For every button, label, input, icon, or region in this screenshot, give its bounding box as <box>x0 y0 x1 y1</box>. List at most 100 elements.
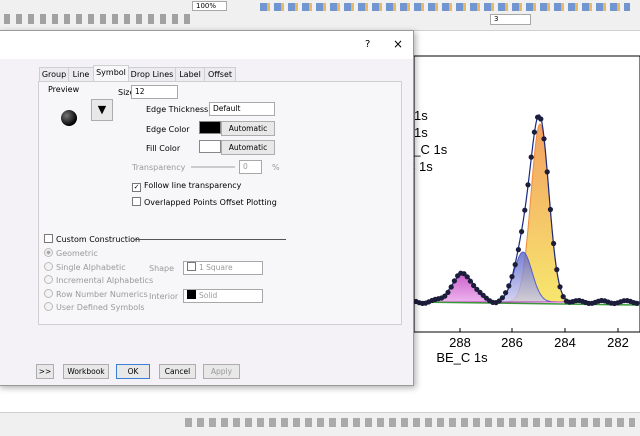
button-row: >> Workbook OK Cancel Apply <box>0 364 413 380</box>
dialog-button[interactable]: Workbook <box>63 364 109 379</box>
radio-option[interactable]: Geometric <box>44 248 98 258</box>
dialog-button[interactable]: Apply <box>203 364 240 379</box>
transparency-label: Transparency <box>132 163 186 172</box>
radio-label: Incremental Alphabetics <box>56 276 154 285</box>
data-point <box>528 154 534 160</box>
data-point <box>451 278 457 284</box>
fill-color-button[interactable]: Automatic <box>221 140 275 155</box>
tab[interactable]: Label <box>175 67 205 82</box>
data-point <box>461 271 467 277</box>
data-point <box>541 136 547 142</box>
data-point <box>634 300 640 306</box>
data-point <box>554 267 560 273</box>
edge-thickness-label: Edge Thickness <box>146 105 209 114</box>
x-tick-label: 284 <box>554 335 576 350</box>
data-point <box>464 274 470 280</box>
preview-label: Preview <box>48 85 80 94</box>
interior-value: Solid <box>199 291 218 300</box>
data-point <box>522 207 528 213</box>
transparency-box[interactable]: 0 <box>239 160 262 174</box>
radio-option[interactable]: Row Number Numerics <box>44 288 148 299</box>
data-point <box>509 274 515 280</box>
tab[interactable]: Group <box>39 67 69 82</box>
data-point <box>519 229 525 235</box>
radio <box>44 302 53 311</box>
data-point <box>471 282 477 289</box>
edge-color-label: Edge Color <box>146 125 190 134</box>
radio-label: Row Number Numerics <box>56 289 148 299</box>
dialog-button[interactable]: >> <box>36 364 54 379</box>
legend-entry: 1s <box>414 108 428 123</box>
dialog-button[interactable]: OK <box>116 364 150 379</box>
interior-combo[interactable]: Solid <box>183 289 263 303</box>
data-point <box>499 295 505 301</box>
symbol-preview <box>61 110 77 126</box>
custom-construction-checkbox[interactable]: Custom Construction <box>44 234 140 244</box>
title-bar: ? × <box>0 31 413 59</box>
size-label: Size <box>118 88 135 97</box>
radio <box>44 248 53 257</box>
legend-entry: 1s <box>414 125 428 140</box>
x-axis-label: BE_C 1s <box>436 350 488 365</box>
data-point <box>496 298 502 304</box>
data-point <box>467 278 473 284</box>
data-point <box>551 240 557 247</box>
data-point <box>547 206 554 213</box>
data-point <box>506 283 512 289</box>
tool-icons <box>260 3 630 11</box>
edge-thickness-combo[interactable]: Default <box>209 102 275 116</box>
x-tick-label: 288 <box>449 335 471 350</box>
follow-line-label: Follow line transparency <box>144 181 242 190</box>
shape-combo[interactable]: 1 Square <box>183 261 263 275</box>
transparency-slider[interactable] <box>191 166 235 168</box>
radio <box>44 261 53 271</box>
data-point <box>442 293 448 299</box>
tab[interactable]: Offset <box>204 67 236 82</box>
tab-strip: Group Line Symbol Drop Lines Label Offset <box>39 65 409 83</box>
x-tick-label: 286 <box>501 335 523 350</box>
radio <box>44 288 53 298</box>
fill-color-label: Fill Color <box>146 144 181 153</box>
shape-label: Shape <box>149 264 175 273</box>
dialog-button[interactable]: Cancel <box>159 364 196 379</box>
tab[interactable]: Line <box>68 67 94 82</box>
data-point <box>538 116 544 122</box>
custom-construction-label: Custom Construction <box>56 235 141 244</box>
size-combo[interactable]: 12 <box>131 85 178 99</box>
line-width-box[interactable]: 3 <box>490 14 531 25</box>
radio-label: User Defined Symbols <box>56 303 145 312</box>
plot-details-dialog: ? × Group Line Symbol Drop Lines Label Offset… <box>0 30 414 386</box>
edge-color-swatch[interactable] <box>199 121 221 134</box>
separator <box>134 239 286 240</box>
shape-value: 1 Square <box>199 263 233 272</box>
data-point <box>525 182 531 188</box>
data-point <box>445 289 451 295</box>
symbol-panel: Preview ▼ Size 12 Edge Thickness Default… <box>38 81 402 325</box>
fill-color-swatch[interactable] <box>199 140 221 153</box>
data-point <box>557 284 563 290</box>
top-toolbar: 100% 3 <box>0 0 640 31</box>
overlapped-label: Overlapped Points Offset Plotting <box>144 198 277 207</box>
tab[interactable]: Drop Lines <box>128 67 176 82</box>
zoom-box[interactable]: 100% <box>192 1 227 11</box>
edge-color-button[interactable]: Automatic <box>221 121 275 136</box>
x-tick-label: 282 <box>607 335 629 350</box>
symbol-gallery-button[interactable]: ▼ <box>91 99 113 121</box>
data-point <box>531 129 538 135</box>
data-point <box>503 290 509 296</box>
radio-label: Geometric <box>56 249 98 258</box>
close-button[interactable]: × <box>393 37 404 51</box>
interior-label: Interior <box>149 292 179 301</box>
overlapped-checkbox[interactable]: Overlapped Points Offset Plotting <box>132 197 277 207</box>
help-button[interactable]: ? <box>365 39 371 50</box>
radio-option[interactable]: User Defined Symbols <box>44 302 144 312</box>
data-point <box>512 262 518 268</box>
radio-option[interactable]: Incremental Alphabetics <box>44 275 153 285</box>
follow-line-checkbox[interactable]: ✓ Follow line transparency <box>132 181 242 192</box>
data-point <box>448 284 454 290</box>
bottom-toolbar <box>0 412 640 436</box>
radio <box>44 275 53 284</box>
baseline <box>413 301 640 306</box>
radio-option[interactable]: Single Alphabetic <box>44 261 126 272</box>
